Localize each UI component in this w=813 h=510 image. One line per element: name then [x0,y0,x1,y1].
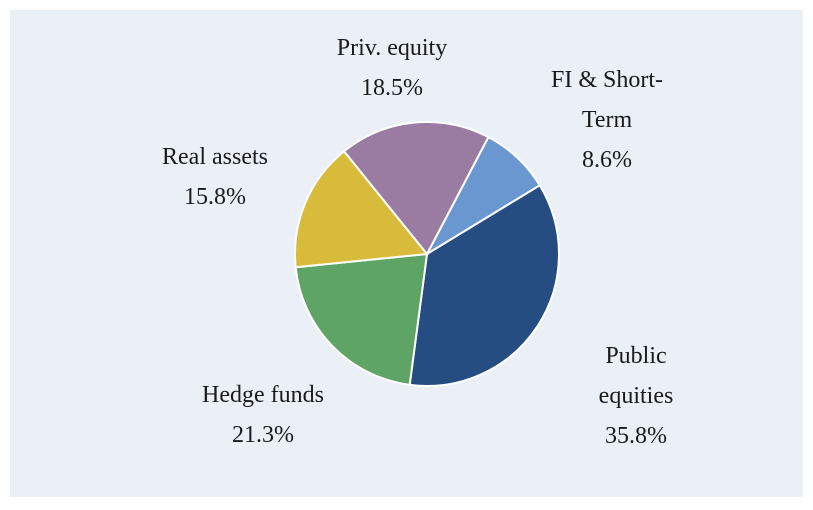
slice-label: FI & Short-Term 8.6% [542,60,672,180]
slice-label: Priv. equity 18.5% [292,28,492,108]
category-label: Public equities [598,343,674,409]
category-label: Hedge funds [202,382,324,408]
pie-slice [294,149,429,269]
category-label: FI & Short-Term [550,67,663,133]
category-label: Real assets [162,144,268,170]
slice-label: Public equities 35.8% [586,336,686,456]
pie-slice [342,121,490,256]
category-label: Priv. equity [336,35,448,61]
value-label: 21.3% [232,422,294,448]
value-label: 35.8% [605,423,667,449]
slice-label: Real assets 15.8% [115,137,315,217]
slice-label: Hedge funds 21.3% [163,375,363,455]
pie-slice [294,252,429,386]
value-label: 18.5% [361,75,423,101]
pie-slice [408,183,560,387]
value-label: 15.8% [184,184,246,210]
value-label: 8.6% [582,147,632,173]
